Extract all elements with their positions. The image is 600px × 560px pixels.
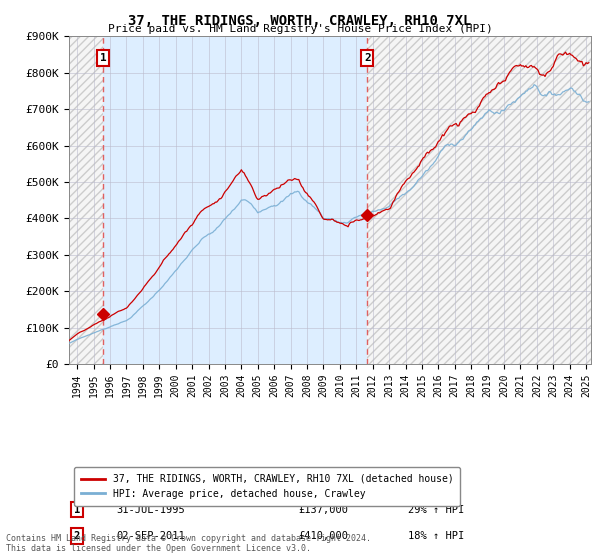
Text: 31-JUL-1995: 31-JUL-1995	[116, 505, 185, 515]
Text: 2: 2	[74, 531, 80, 541]
Text: 1: 1	[74, 505, 80, 515]
Text: 2: 2	[364, 53, 371, 63]
Bar	[69, 36, 103, 364]
Bar	[367, 36, 591, 364]
Text: 29% ↑ HPI: 29% ↑ HPI	[409, 505, 464, 515]
Text: 02-SEP-2011: 02-SEP-2011	[116, 531, 185, 541]
Bar	[367, 36, 591, 364]
Text: 18% ↑ HPI: 18% ↑ HPI	[409, 531, 464, 541]
Text: £137,000: £137,000	[299, 505, 349, 515]
Text: 1: 1	[100, 53, 107, 63]
Text: Contains HM Land Registry data © Crown copyright and database right 2024.
This d: Contains HM Land Registry data © Crown c…	[6, 534, 371, 553]
Text: £410,000: £410,000	[299, 531, 349, 541]
Text: 37, THE RIDINGS, WORTH, CRAWLEY, RH10 7XL: 37, THE RIDINGS, WORTH, CRAWLEY, RH10 7X…	[128, 14, 472, 28]
Bar	[69, 36, 103, 364]
Bar	[103, 36, 367, 364]
Legend: 37, THE RIDINGS, WORTH, CRAWLEY, RH10 7XL (detached house), HPI: Average price, : 37, THE RIDINGS, WORTH, CRAWLEY, RH10 7X…	[74, 467, 460, 506]
Text: Price paid vs. HM Land Registry's House Price Index (HPI): Price paid vs. HM Land Registry's House …	[107, 24, 493, 34]
